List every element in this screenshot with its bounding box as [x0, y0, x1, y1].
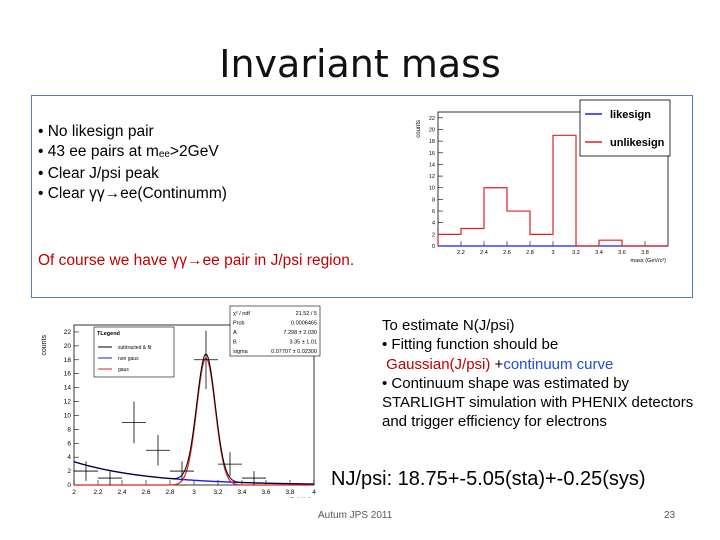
- total-fit-curve: [73, 353, 315, 485]
- y-tick-label: 18: [429, 139, 435, 145]
- x-tick-label: 3.2: [572, 250, 580, 256]
- stats-label: χ² / ndf: [233, 311, 250, 317]
- series-unlikesign: [437, 134, 668, 247]
- y-tick-label: 22: [64, 329, 72, 336]
- stats-label: B: [233, 340, 237, 346]
- legend-entry: unlikesign: [610, 137, 665, 149]
- bullet-item: • No likesign pair: [38, 123, 154, 140]
- mass-histogram: 0 2 4 6 8 10 12 14 16 18 20 22 2.2 2.4 2.6 2.8 3 3.2 3.4 3.…: [416, 99, 671, 264]
- y-axis-label: counts: [41, 335, 48, 356]
- stats-value: 3.35 ± 1.01: [290, 340, 317, 346]
- x-tick-label: 2.2: [457, 250, 465, 256]
- x-tick-label: 3.4: [595, 250, 603, 256]
- y-tick-label: 4: [432, 221, 435, 227]
- y-axis-label: counts: [416, 120, 422, 138]
- x-tick-label: 2.2: [93, 489, 102, 496]
- y-tick-label: 14: [64, 385, 72, 392]
- x-tick-label: 3.4: [237, 489, 246, 496]
- x-tick-label: 2.8: [526, 250, 534, 256]
- legend-box: [579, 99, 671, 157]
- footer-text: Autum JPS 2011: [318, 510, 393, 521]
- y-tick-label: 6: [67, 440, 71, 447]
- estimate-bullet-fit: • Fitting function should be: [382, 336, 559, 354]
- stats-value: 21.52 / 5: [296, 311, 317, 317]
- red-note: Of course we have γγ→ee pair in J/psi re…: [38, 252, 355, 269]
- y-tick-label: 10: [429, 186, 435, 192]
- y-tick-label: 0: [432, 244, 435, 250]
- gaussian-label: Gaussian(J/psi): [386, 355, 491, 373]
- y-tick-label: 8: [432, 197, 435, 203]
- x-tick-label: 3.8: [641, 250, 649, 256]
- y-tick-label: 14: [429, 162, 435, 168]
- y-tick-label: 4: [67, 454, 71, 461]
- gaussian-curve: [74, 357, 314, 486]
- legend-title: TLegend: [97, 331, 120, 337]
- legend-entry: subtracted & fit: [118, 345, 152, 351]
- x-axis-label: mass (GeV/c²): [270, 497, 312, 498]
- x-tick-label: 3: [551, 250, 554, 256]
- bullet-item: • Clear J/psi peak: [38, 165, 159, 182]
- bullet-list: • No likesign pair • 43 ee pairs at mee>…: [38, 122, 227, 204]
- x-tick-label: 2: [72, 489, 76, 496]
- y-tick-label: 0: [67, 482, 71, 489]
- y-tick-label: 6: [432, 209, 435, 215]
- x-tick-label: 3.2: [213, 489, 222, 496]
- x-tick-label: 2.6: [141, 489, 150, 496]
- x-tick-label: 4: [312, 489, 316, 496]
- stats-value: 7.298 ± 2.030: [283, 330, 317, 336]
- x-tick-label: 2.4: [117, 489, 126, 496]
- slide-title: Invariant mass: [219, 42, 501, 86]
- x-tick-label: 3.6: [261, 489, 270, 496]
- stats-label: Prob: [233, 321, 245, 327]
- x-tick-label: 2.4: [480, 250, 488, 256]
- x-tick-label: 3.8: [285, 489, 294, 496]
- x-tick-label: 2.8: [165, 489, 174, 496]
- continuum-label: continuum curve: [503, 355, 614, 373]
- y-tick-label: 2: [67, 468, 71, 475]
- page-number: 23: [664, 510, 676, 521]
- y-tick-label: 16: [64, 371, 72, 378]
- y-tick-label: 8: [67, 426, 71, 433]
- summary-box: [31, 95, 693, 298]
- y-tick-label: 20: [64, 343, 72, 350]
- stats-value: 0.0006465: [291, 321, 317, 327]
- estimate-text: To estimate N(J/psi) • Fitting function …: [382, 316, 712, 432]
- stats-label: sigma: [233, 349, 249, 355]
- stats-box: [229, 305, 321, 357]
- y-tick-label: 2: [432, 232, 435, 238]
- legend-entry: gaus: [118, 367, 129, 373]
- x-tick-label: 2.6: [503, 250, 511, 256]
- result-value: NJ/psi: 18.75+-5.05(sta)+-0.25(sys): [331, 468, 646, 490]
- x-tick-label: 3: [192, 489, 196, 496]
- legend-entry: non gaus: [118, 356, 139, 362]
- y-tick-label: 12: [429, 174, 435, 180]
- stats-label: A: [233, 330, 237, 336]
- x-tick-label: 3.6: [618, 250, 626, 256]
- legend-entry: likesign: [610, 109, 651, 121]
- estimate-bullet-continuum: • Continuum shape was estimated by STARL…: [382, 374, 694, 431]
- estimate-function: Gaussian(J/psi) +continuum curve: [386, 355, 614, 373]
- stats-value: 0.07707 ± 0.02300: [271, 349, 317, 355]
- y-tick-label: 16: [429, 151, 435, 157]
- bullet-item: • Clear γγ→ee(Continumm): [38, 185, 227, 202]
- y-tick-label: 22: [429, 116, 435, 122]
- y-tick-label: 20: [429, 127, 435, 133]
- x-axis-label: mass (GeV/c²): [631, 258, 667, 264]
- y-tick-label: 12: [64, 399, 72, 406]
- bullet-item: • 43 ee pairs at mee>2GeV: [38, 143, 219, 160]
- y-tick-label: 10: [64, 412, 72, 419]
- estimate-heading: To estimate N(J/psi): [382, 317, 515, 334]
- y-tick-label: 18: [64, 357, 72, 364]
